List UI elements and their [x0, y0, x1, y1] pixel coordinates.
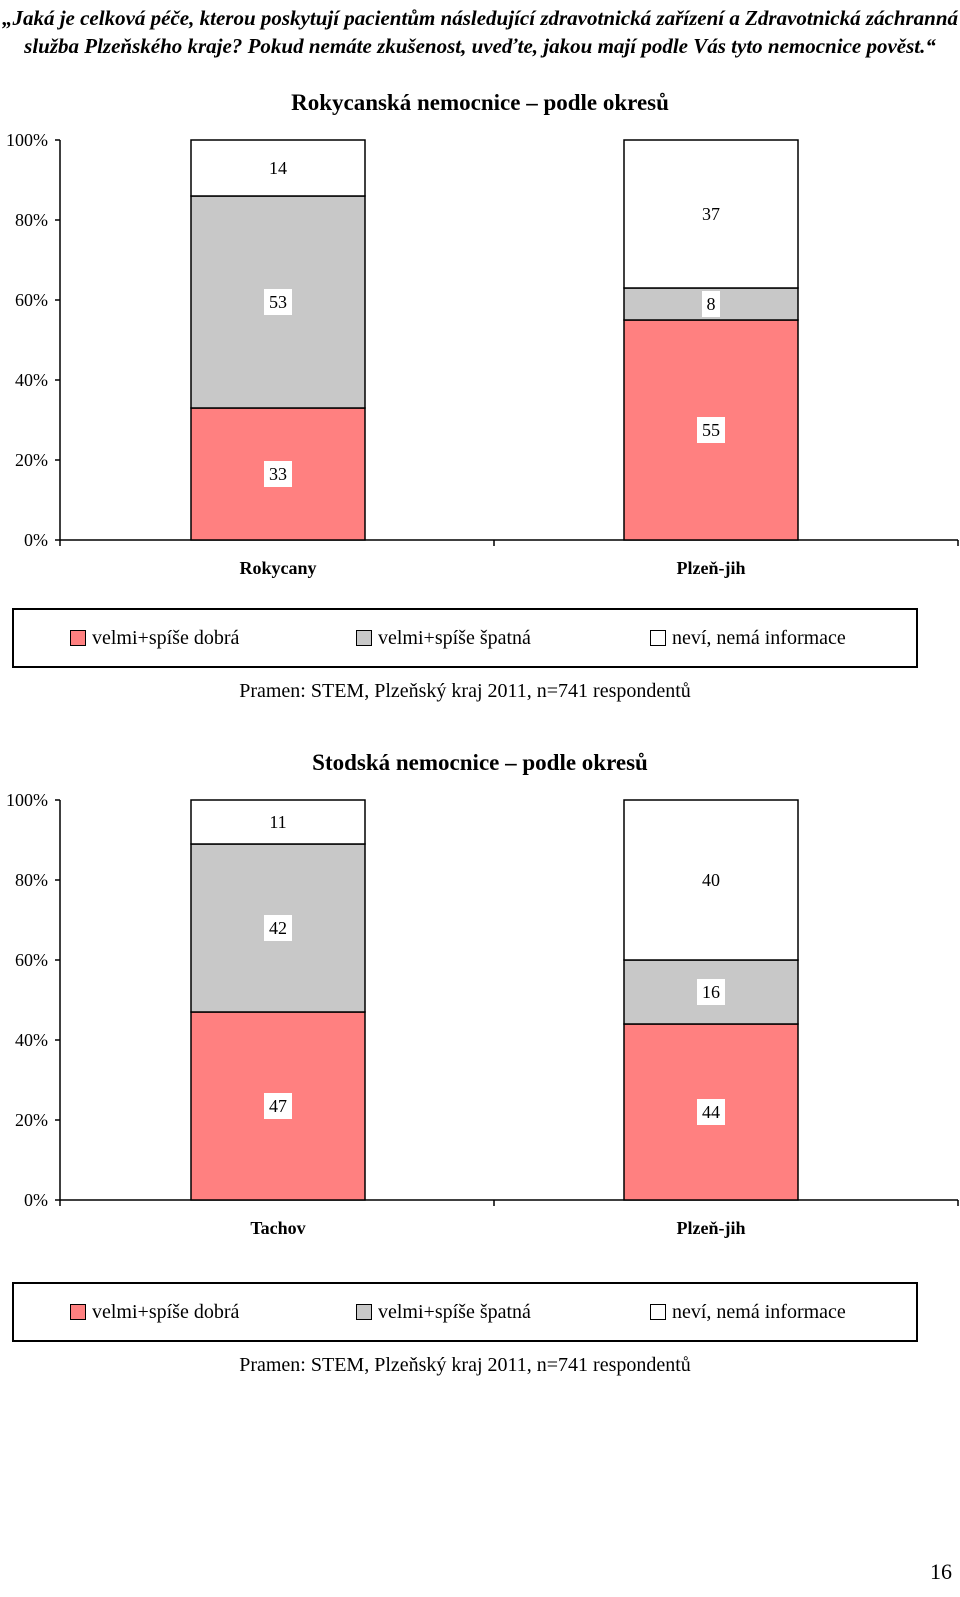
legend-swatch-dontknow — [650, 629, 666, 646]
legend-label-dontknow: neví, nemá informace — [672, 627, 846, 649]
data-label-bg — [264, 915, 292, 941]
data-label-bg — [264, 809, 292, 835]
source-note-2: Pramen: STEM, Plzeňský kraj 2011, n=741 … — [239, 1354, 691, 1376]
y-tick-label: 80% — [15, 870, 48, 890]
y-tick-label: 0% — [24, 530, 48, 550]
legend-item-bad: velmi+spíše špatná — [356, 1301, 531, 1323]
y-tick-label: 60% — [15, 290, 48, 310]
category-label: Tachov — [250, 1218, 305, 1238]
source-note-1: Pramen: STEM, Plzeňský kraj 2011, n=741 … — [239, 680, 691, 702]
y-tick-label: 100% — [6, 130, 48, 150]
data-label: 8 — [707, 294, 716, 314]
legend-chart-1: velmi+spíše dobrá velmi+spíše špatná nev… — [12, 608, 918, 668]
data-label-bg — [264, 461, 292, 487]
category-label: Plzeň-jih — [677, 558, 746, 578]
data-label-bg — [697, 979, 725, 1005]
data-label: 40 — [702, 870, 720, 890]
question-text: „Jaká je celková péče, kterou poskytují … — [1, 6, 959, 58]
data-label: 47 — [269, 1096, 287, 1116]
legend-label-bad: velmi+spíše špatná — [378, 1301, 531, 1323]
data-label: 53 — [269, 292, 287, 312]
data-label-bg — [702, 291, 720, 317]
data-label: 42 — [269, 918, 287, 938]
y-tick-label: 80% — [15, 210, 48, 230]
y-tick-label: 60% — [15, 950, 48, 970]
legend-item-dontknow: neví, nemá informace — [650, 627, 846, 649]
y-tick-label: 100% — [6, 790, 48, 810]
y-tick-label: 0% — [24, 1190, 48, 1210]
data-label-bg — [697, 1099, 725, 1125]
data-label-bg — [697, 201, 725, 227]
chart-title: Rokycanská nemocnice – podle okresů — [291, 90, 669, 115]
data-label-bg — [264, 1093, 292, 1119]
y-tick-label: 40% — [15, 370, 48, 390]
data-label: 16 — [702, 982, 720, 1002]
y-tick-label: 40% — [15, 1030, 48, 1050]
data-label-bg — [264, 155, 292, 181]
data-label: 44 — [702, 1102, 720, 1122]
legend-swatch-bad — [356, 629, 372, 646]
legend-label-bad: velmi+spíše špatná — [378, 627, 531, 649]
legend-swatch-dontknow — [650, 1303, 666, 1320]
y-tick-label: 20% — [15, 450, 48, 470]
legend-label-good: velmi+spíše dobrá — [92, 1301, 240, 1323]
legend-label-good: velmi+spíše dobrá — [92, 627, 240, 649]
legend-swatch-good — [70, 629, 86, 646]
legend-chart-2: velmi+spíše dobrá velmi+spíše špatná nev… — [12, 1282, 918, 1342]
legend-swatch-good — [70, 1303, 86, 1320]
legend-label-dontknow: neví, nemá informace — [672, 1301, 846, 1323]
page-number: 16 — [930, 1559, 952, 1584]
data-label: 37 — [702, 204, 720, 224]
legend-item-good: velmi+spíše dobrá — [70, 1301, 239, 1323]
data-label: 55 — [702, 420, 720, 440]
data-label-bg — [697, 867, 725, 893]
legend-item-bad: velmi+spíše špatná — [356, 627, 531, 649]
chart-rokycanska: Rokycanská nemocnice – podle okresů 0% 20%… — [6, 90, 959, 578]
chart-title: Stodská nemocnice – podle okresů — [312, 750, 648, 775]
data-label-bg — [264, 289, 292, 315]
legend-swatch-bad — [356, 1303, 372, 1320]
category-label: Rokycany — [239, 558, 316, 578]
data-label-bg — [697, 417, 725, 443]
legend-item-dontknow: neví, nemá informace — [650, 1301, 846, 1323]
data-label: 33 — [269, 464, 287, 484]
chart-stodska: Stodská nemocnice – podle okresů 0% 20% 40%… — [6, 750, 959, 1238]
y-tick-label: 20% — [15, 1110, 48, 1130]
data-label: 11 — [269, 812, 286, 832]
legend-item-good: velmi+spíše dobrá — [70, 627, 239, 649]
category-label: Plzeň-jih — [677, 1218, 746, 1238]
data-label: 14 — [269, 158, 287, 178]
